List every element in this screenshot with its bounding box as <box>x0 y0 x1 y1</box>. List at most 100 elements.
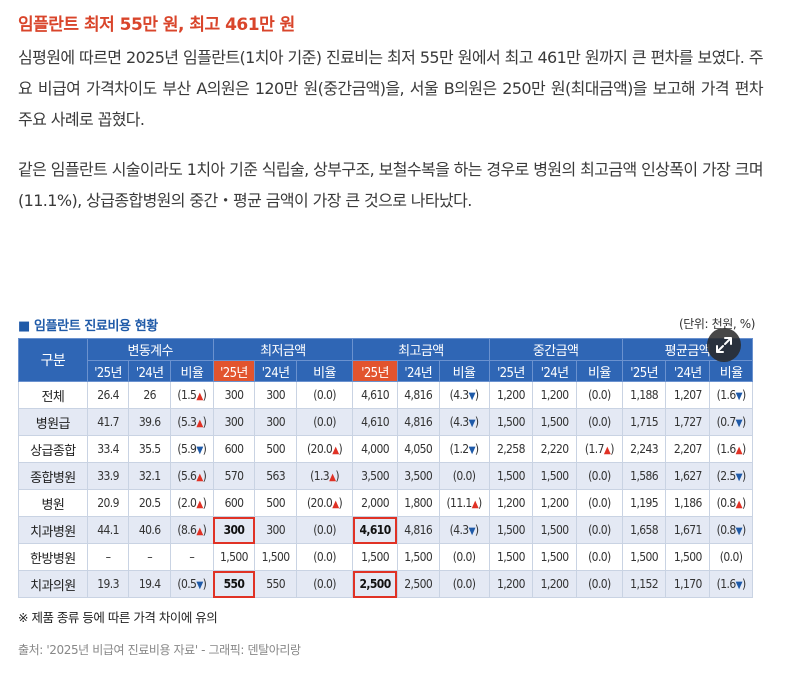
table-cell: 2,258 <box>488 435 534 463</box>
table-cell: 300 <box>254 408 297 436</box>
table-unit: (단위: 천원, %) <box>678 317 755 331</box>
table-cell: 1,500 <box>665 543 711 571</box>
table-cell: 26 <box>128 381 171 409</box>
table-cell: (20.0▲) <box>295 435 354 463</box>
table-cell: 500 <box>254 489 297 517</box>
table-cell: (0.8▲) <box>709 489 753 517</box>
article-paragraph-1: 심평원에 따르면 2025년 임플란트(1치아 기준) 진료비는 최저 55만 … <box>18 48 764 129</box>
row-label: 병원 <box>18 489 88 517</box>
table-cell: (4.3▼) <box>438 516 490 544</box>
table-cell: 300 <box>212 408 256 436</box>
table-cell: 1,200 <box>488 570 534 598</box>
table-cell: 4,610 <box>352 516 398 544</box>
table-cell: (1.7▲) <box>575 435 623 463</box>
table-cell: 44.1 <box>86 516 130 544</box>
group-header: 최저금액 <box>212 338 354 361</box>
row-label: 종합병원 <box>18 462 88 490</box>
table-cell: 1,500 <box>488 462 534 490</box>
table-cell: (0.0) <box>438 543 490 571</box>
table-cell: – <box>86 543 130 571</box>
table-cell: 300 <box>212 381 256 409</box>
expand-arrows-icon <box>716 337 732 353</box>
table-cell: 1,586 <box>621 462 667 490</box>
table-cell: 3,500 <box>396 462 440 490</box>
table-cell: 500 <box>254 435 297 463</box>
table-cell: (20.0▲) <box>295 489 354 517</box>
table-cell: (0.0) <box>575 462 623 490</box>
table-cell: (4.3▼) <box>438 381 490 409</box>
table-cell: 1,200 <box>532 570 577 598</box>
table-cell: 33.4 <box>86 435 130 463</box>
table-cell: (4.3▼) <box>438 408 490 436</box>
column-subheader: '24년 <box>128 360 171 382</box>
table-cell: 1,500 <box>488 543 534 571</box>
table-cell: 1,200 <box>488 381 534 409</box>
table-cell: (0.0) <box>575 381 623 409</box>
table-cell: 4,816 <box>396 381 440 409</box>
table-row: 한방병원 – – –1,500 1,500 (0.0) 1,500 1,500 (0.0) 1,5… <box>18 543 753 571</box>
group-header: 중간금액 <box>488 338 623 361</box>
table-cell: 1,800 <box>396 489 440 517</box>
table-cell: 550 <box>254 570 297 598</box>
table-cell: 32.1 <box>128 462 171 490</box>
table-cell: 1,500 <box>212 543 256 571</box>
table-cell: (5.6▲) <box>169 462 214 490</box>
table-cell: 1,500 <box>532 462 577 490</box>
table-cell: (1.6▲) <box>709 435 753 463</box>
column-subheader: '25년 <box>352 360 398 382</box>
column-subheader: '24년 <box>254 360 297 382</box>
table-cell: 563 <box>254 462 297 490</box>
column-subheader: 비율 <box>709 360 753 382</box>
column-subheader: '25년 <box>488 360 534 382</box>
expand-image-button[interactable] <box>707 328 741 362</box>
column-subheader: 비율 <box>295 360 354 382</box>
table-cell: 4,610 <box>352 408 398 436</box>
table-cell: 1,207 <box>665 381 711 409</box>
table-cell: 2,220 <box>532 435 577 463</box>
column-subheader: '24년 <box>532 360 577 382</box>
table-cell: 2,243 <box>621 435 667 463</box>
table-cell: 1,186 <box>665 489 711 517</box>
table-cell: 4,000 <box>352 435 398 463</box>
table-title: ■ 임플란트 진료비용 현황 <box>18 319 158 334</box>
table-cell: (2.5▼) <box>709 462 753 490</box>
table-cell: 1,671 <box>665 516 711 544</box>
table-cell: (0.0) <box>575 408 623 436</box>
row-label: 치과병원 <box>18 516 88 544</box>
table-cell: 1,500 <box>488 516 534 544</box>
row-label: 치과의원 <box>18 570 88 598</box>
table-cell: 33.9 <box>86 462 130 490</box>
row-label: 병원급 <box>18 408 88 436</box>
table-cell: 4,050 <box>396 435 440 463</box>
table-cell: 1,500 <box>532 543 577 571</box>
table-cell: 19.4 <box>128 570 171 598</box>
table-cell: 2,500 <box>396 570 440 598</box>
group-header: 최고금액 <box>352 338 490 361</box>
table-cell: – <box>128 543 171 571</box>
table-cell: 300 <box>212 516 256 544</box>
table-row: 치과병원 44.1 40.6 (8.6▲) 300 300 (0.0) 4,610 4,816(… <box>18 516 753 544</box>
table-cell: (0.0) <box>295 516 354 544</box>
table-cell: 2,500 <box>352 570 398 598</box>
table-cell: (0.0) <box>438 570 490 598</box>
column-subheader: 비율 <box>438 360 490 382</box>
table-cell: 4,816 <box>396 408 440 436</box>
table-cell: 4,610 <box>352 381 398 409</box>
table-cell: 1,500 <box>396 543 440 571</box>
group-header: 변동계수 <box>86 338 214 361</box>
table-cell: 39.6 <box>128 408 171 436</box>
table-cell: 300 <box>254 381 297 409</box>
table-cell: 20.5 <box>128 489 171 517</box>
table-cell: (0.0) <box>575 570 623 598</box>
table-cell: (1.2▼) <box>438 435 490 463</box>
table-cell: (0.0) <box>295 381 354 409</box>
column-subheader: '25년 <box>621 360 667 382</box>
row-label: 전체 <box>18 381 88 409</box>
table-cell: 2,207 <box>665 435 711 463</box>
table-cell: (1.6▼) <box>709 381 753 409</box>
table-cell: 600 <box>212 435 256 463</box>
table-cell: 300 <box>254 516 297 544</box>
table-cell: 19.3 <box>86 570 130 598</box>
table-cell: 1,500 <box>532 516 577 544</box>
table-cell: 1,500 <box>254 543 297 571</box>
